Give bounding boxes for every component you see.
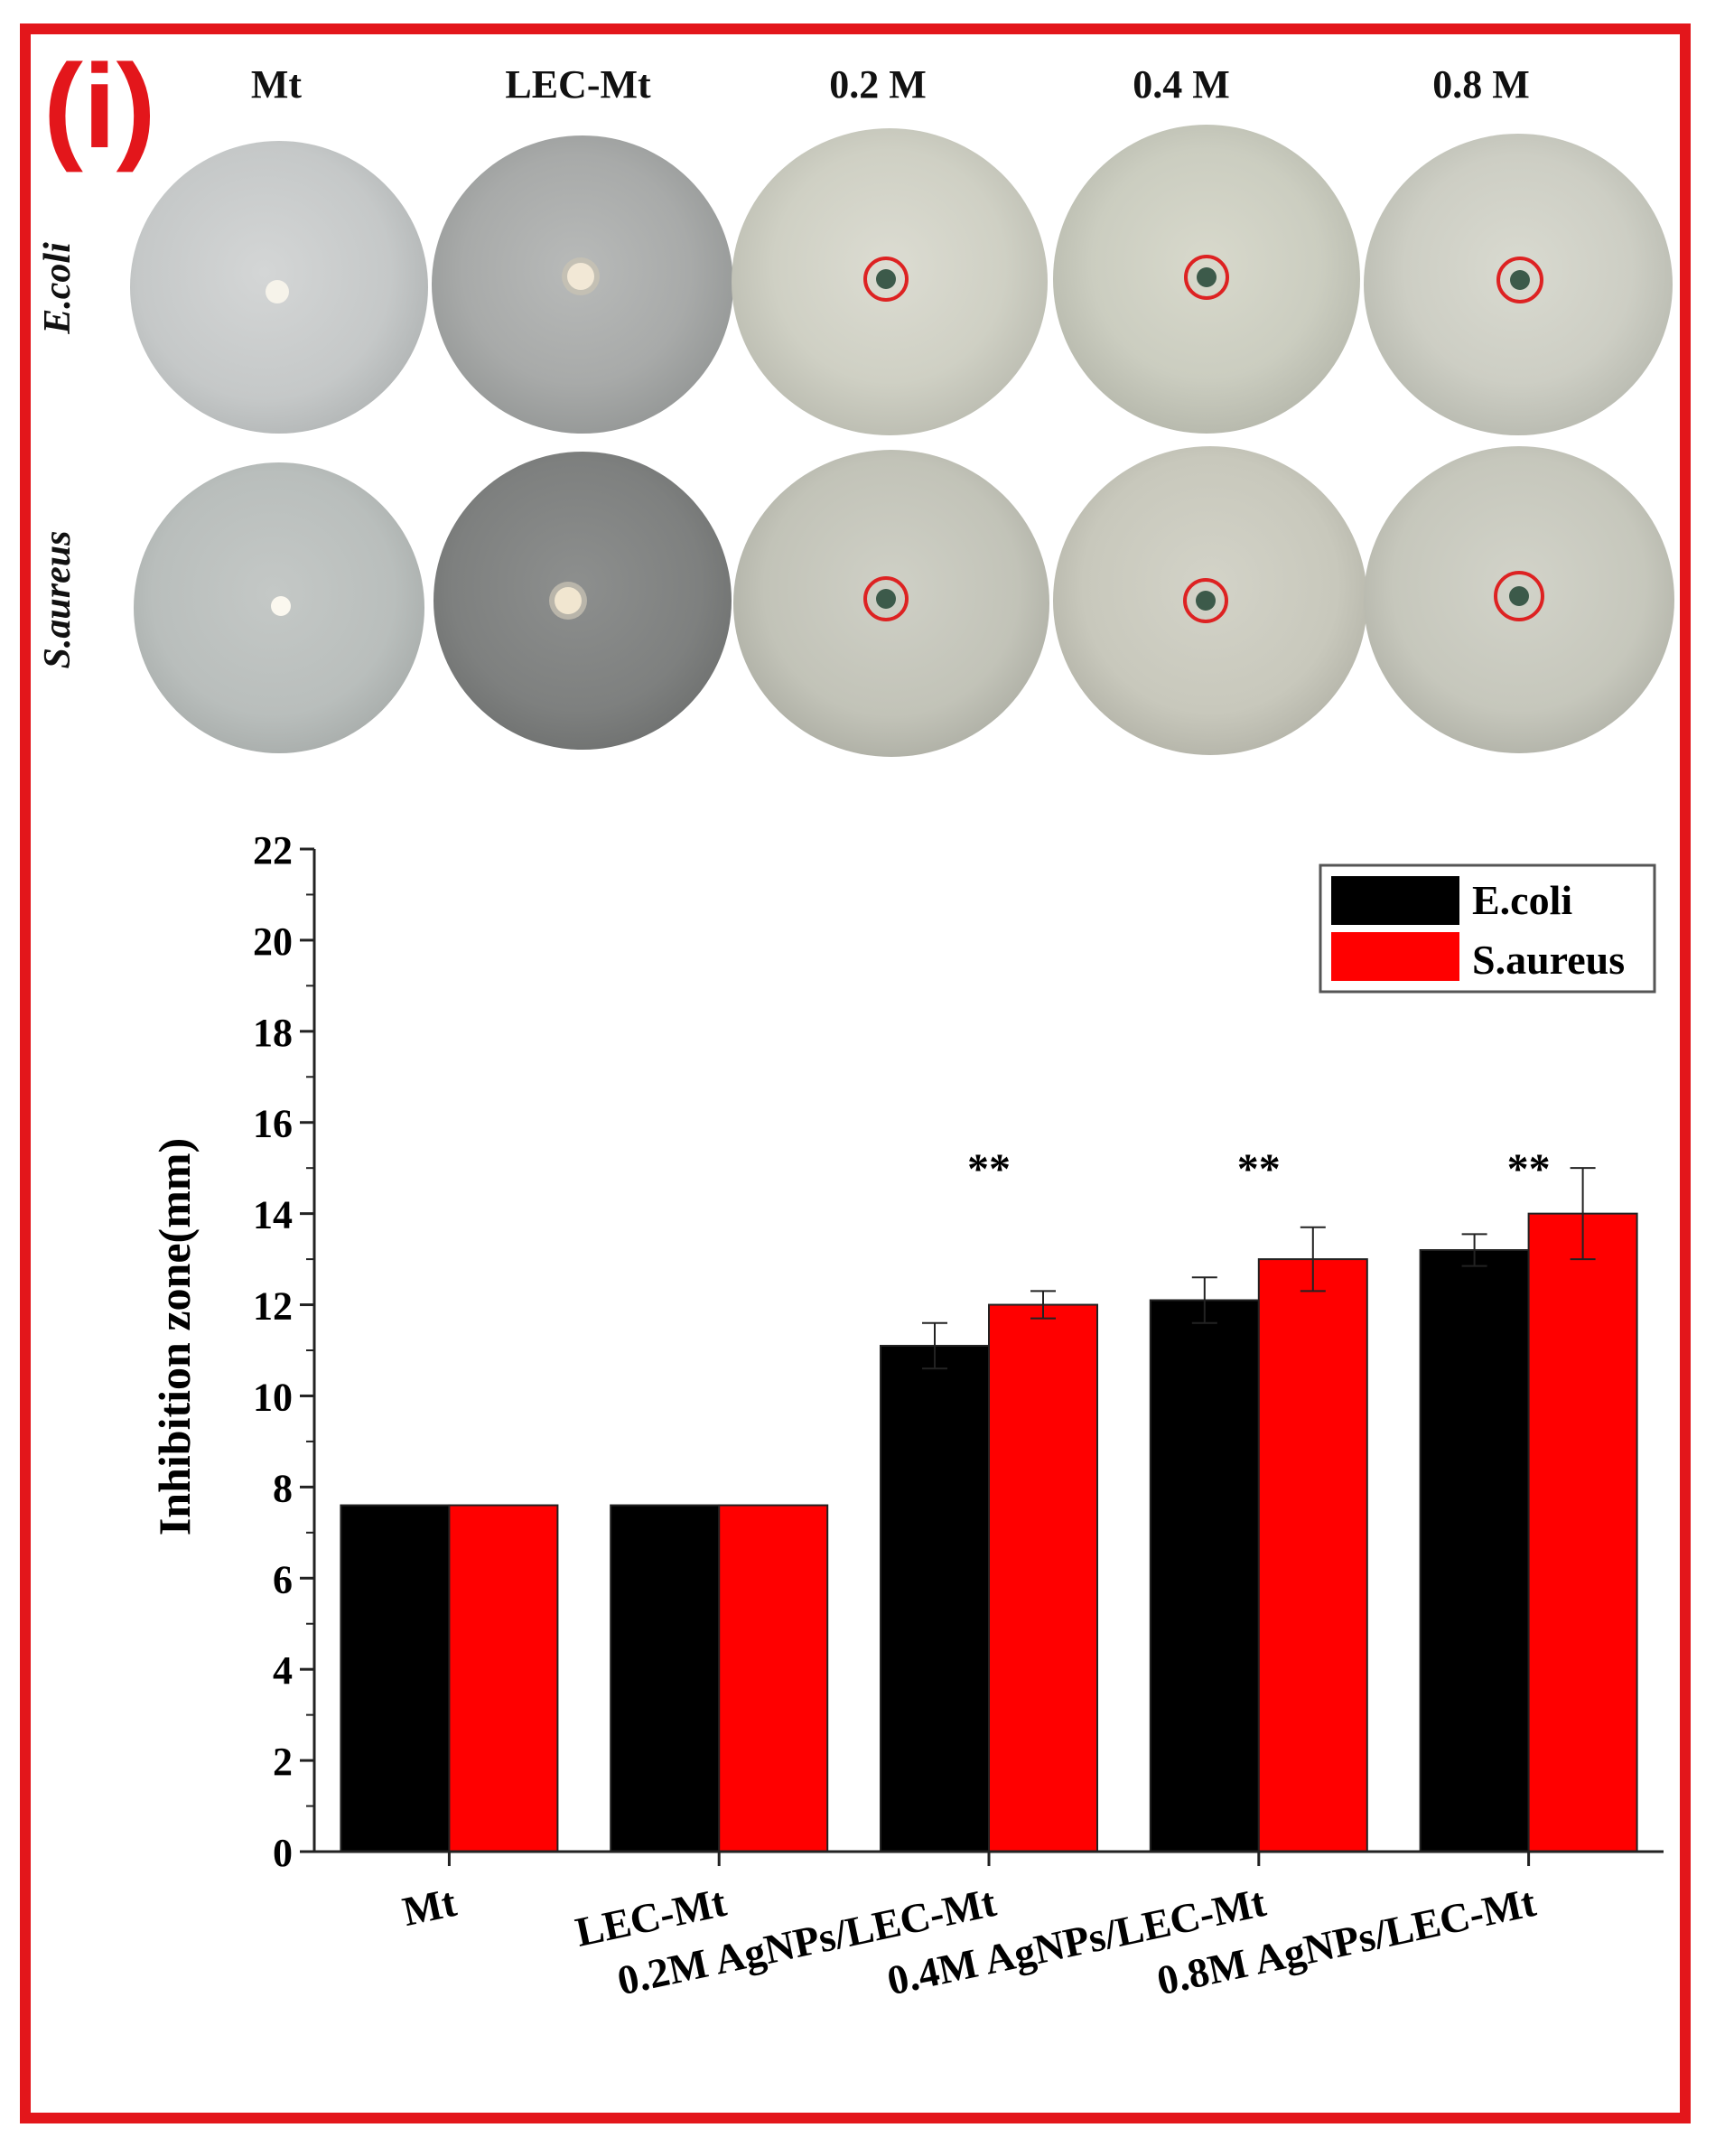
legend-label-ecoli: E.coli bbox=[1472, 877, 1572, 923]
y-tick-label-8: 8 bbox=[273, 1466, 293, 1510]
inhibition-zone-marker bbox=[1183, 578, 1228, 623]
y-tick-label-12: 12 bbox=[253, 1284, 293, 1329]
y-tick-label-16: 16 bbox=[253, 1102, 293, 1146]
photo-column-label-0.8m: 0.8 M bbox=[1432, 62, 1530, 107]
inhibition-zone-marker bbox=[863, 257, 909, 302]
bar-layer bbox=[340, 1212, 1638, 1853]
paper-disk bbox=[266, 280, 289, 303]
y-tick-label-10: 10 bbox=[253, 1375, 293, 1419]
y-tick-label-20: 20 bbox=[253, 919, 293, 964]
x-tick-label-0: Mt bbox=[398, 1879, 461, 1935]
significance-marker-3: ** bbox=[1237, 1145, 1281, 1193]
inhibition-zone-marker bbox=[1184, 255, 1229, 300]
photo-column-label-mt: Mt bbox=[250, 62, 303, 107]
legend-swatch-saureus bbox=[1331, 932, 1459, 981]
photo-column-label-lec-mt: LEC-Mt bbox=[505, 62, 651, 107]
paper-disk bbox=[555, 587, 582, 614]
photo-column-label-0.2m: 0.2 M bbox=[829, 62, 927, 107]
bar-ecoli-3 bbox=[1149, 1299, 1260, 1853]
y-tick-label-18: 18 bbox=[253, 1011, 293, 1055]
bar-ecoli-1 bbox=[610, 1504, 721, 1853]
bar-ecoli-2 bbox=[880, 1344, 990, 1853]
panel-label: (i) bbox=[43, 40, 156, 173]
inhibition-zone-marker bbox=[1496, 257, 1543, 303]
y-axis-label: Inhibition zone(mm) bbox=[149, 1138, 200, 1535]
bar-ecoli-0 bbox=[340, 1504, 451, 1853]
y-tick-label-0: 0 bbox=[273, 1831, 293, 1875]
paper-disk bbox=[567, 263, 594, 290]
y-tick-label-6: 6 bbox=[273, 1557, 293, 1601]
bar-saureus-3 bbox=[1257, 1258, 1368, 1853]
significance-marker-4: ** bbox=[1507, 1145, 1551, 1193]
axes bbox=[300, 847, 1664, 1866]
chart-legend: E.coli S.aureus bbox=[1319, 863, 1656, 994]
figure-frame bbox=[20, 23, 1691, 2123]
legend-label-saureus: S.aureus bbox=[1472, 937, 1625, 983]
y-tick-label-22: 22 bbox=[253, 828, 293, 873]
petri-dish-saureus-lec-mt bbox=[434, 452, 732, 750]
inhibition-zone-marker bbox=[863, 576, 909, 621]
error-bar-layer bbox=[922, 1167, 1596, 1370]
inhibition-zone-marker bbox=[1494, 571, 1544, 621]
paper-disk bbox=[271, 596, 291, 616]
y-tick-label-2: 2 bbox=[273, 1740, 293, 1784]
bar-saureus-1 bbox=[718, 1504, 829, 1853]
legend-swatch-ecoli bbox=[1331, 876, 1459, 925]
bar-saureus-4 bbox=[1527, 1212, 1638, 1853]
bar-ecoli-4 bbox=[1419, 1249, 1530, 1853]
bar-saureus-0 bbox=[448, 1504, 559, 1853]
bar-saureus-2 bbox=[988, 1303, 1098, 1853]
y-tick-label-14: 14 bbox=[253, 1193, 293, 1237]
photo-column-label-0.4m: 0.4 M bbox=[1133, 62, 1230, 107]
significance-marker-2: ** bbox=[967, 1145, 1011, 1193]
y-tick-label-4: 4 bbox=[273, 1648, 293, 1693]
